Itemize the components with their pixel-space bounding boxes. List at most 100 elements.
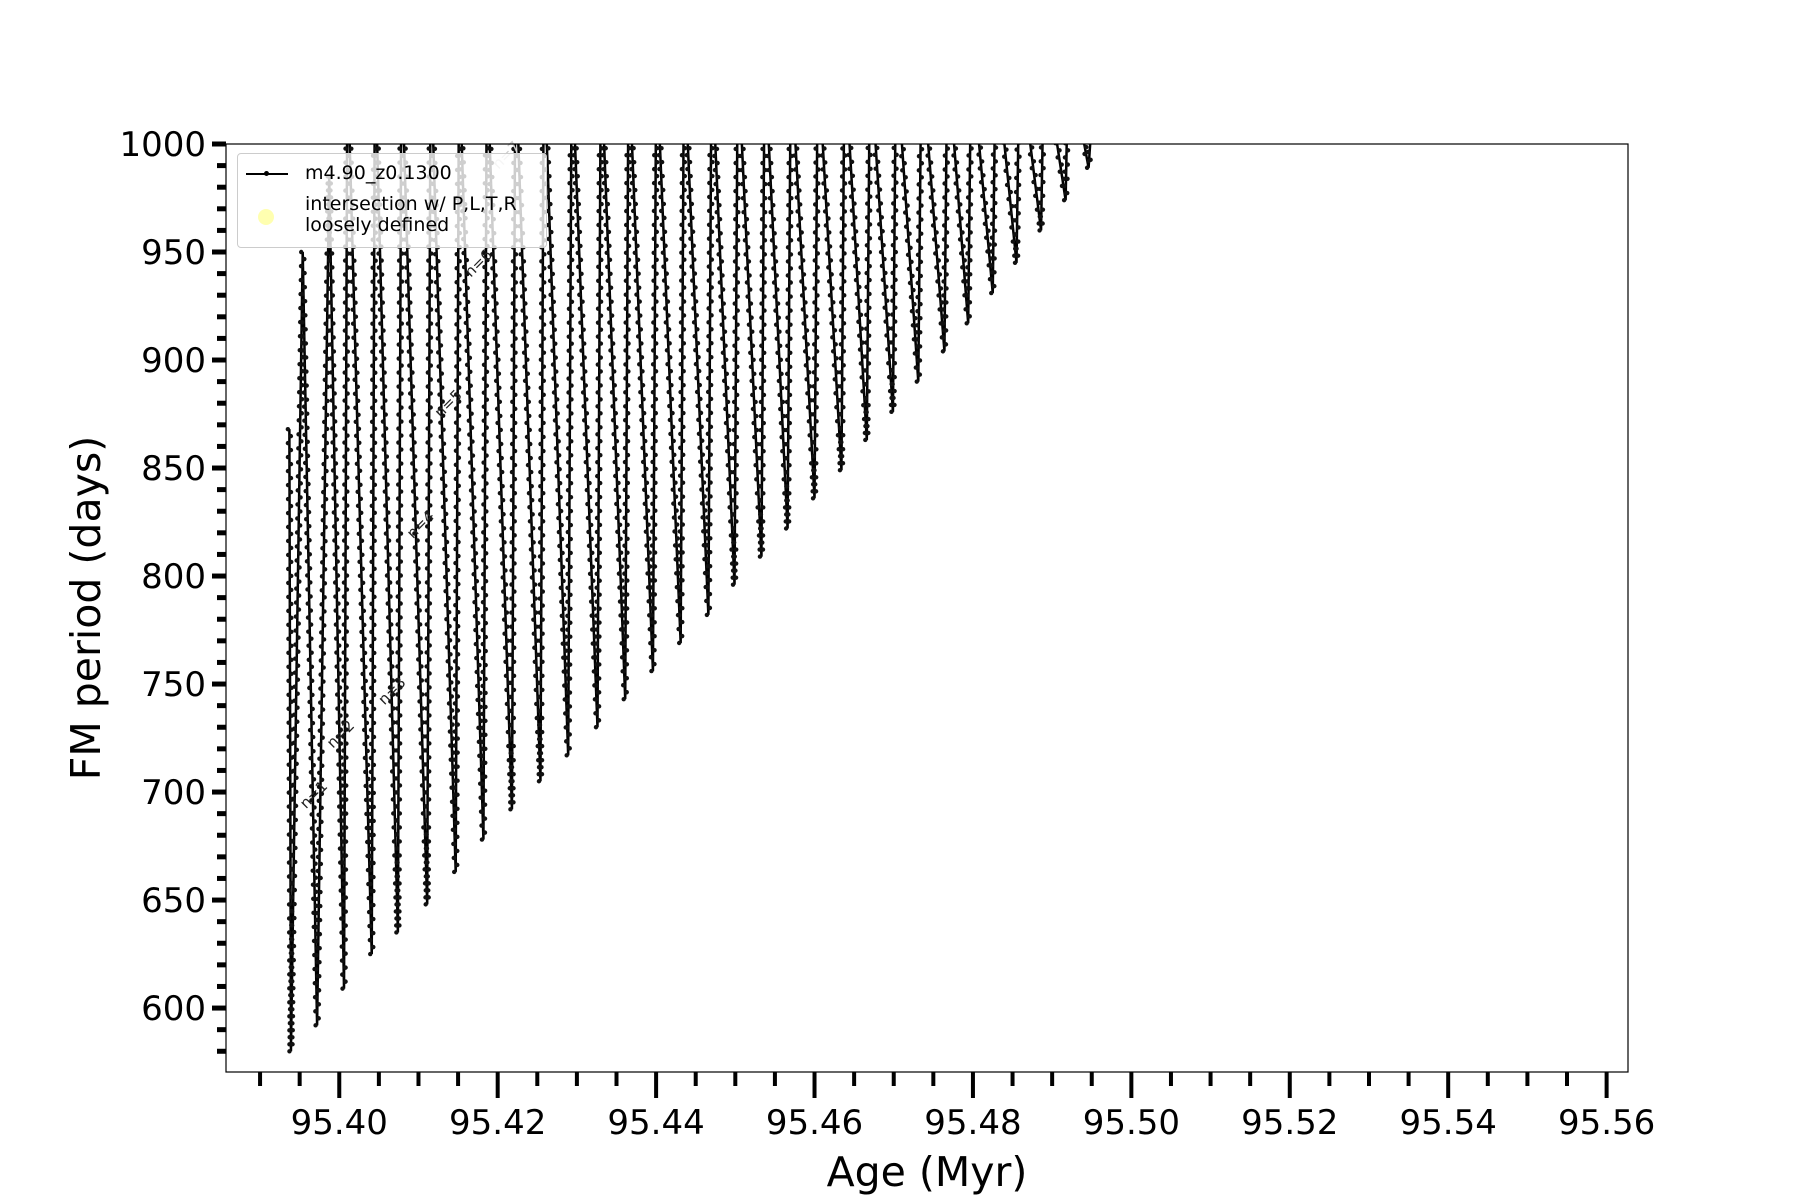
track-point <box>446 581 451 587</box>
track-point <box>571 104 575 108</box>
track-point <box>714 210 719 215</box>
track-point <box>735 364 740 370</box>
track-point <box>430 83 434 87</box>
track-point <box>287 1028 292 1033</box>
track-point <box>300 320 305 325</box>
track-point <box>853 215 858 220</box>
track-point <box>667 417 673 423</box>
track-point <box>308 784 314 789</box>
track-point <box>357 468 363 474</box>
track-point <box>627 173 632 179</box>
track-point <box>661 278 667 283</box>
track-point <box>661 201 667 207</box>
track-point <box>933 216 938 221</box>
track-point <box>566 390 571 395</box>
track-point <box>369 447 375 452</box>
track-point <box>890 242 896 248</box>
track-point <box>613 473 618 479</box>
track-point <box>709 271 715 276</box>
track-point <box>727 441 733 447</box>
track-point <box>456 441 462 446</box>
track-point <box>630 208 636 214</box>
track-point <box>787 463 792 468</box>
track-point <box>639 417 644 423</box>
track-point <box>922 76 926 80</box>
track-point <box>604 250 609 256</box>
track-point <box>486 62 490 66</box>
track-point <box>565 599 570 605</box>
track-point <box>391 720 397 725</box>
track-point <box>568 125 572 129</box>
track-point <box>838 342 844 347</box>
track-point <box>307 727 313 733</box>
track-point <box>373 286 378 291</box>
track-point <box>1062 155 1068 160</box>
track-point <box>671 515 677 520</box>
track-point <box>811 468 816 473</box>
track-point <box>304 545 309 550</box>
track-point <box>600 62 604 66</box>
track-point <box>356 412 361 417</box>
track-point <box>343 965 348 970</box>
track-point <box>697 382 703 388</box>
track-point <box>594 585 599 590</box>
track-point <box>1005 161 1011 166</box>
track-point <box>589 536 594 542</box>
track-point <box>991 97 995 101</box>
track-point <box>286 874 292 879</box>
track-point <box>759 329 764 334</box>
track-point <box>309 798 314 803</box>
track-point <box>812 300 817 305</box>
track-point <box>920 133 924 137</box>
track-point <box>337 671 342 676</box>
track-point <box>768 210 773 215</box>
track-point <box>842 237 847 242</box>
track-point <box>1053 120 1057 124</box>
track-point <box>313 889 319 894</box>
track-point <box>394 832 399 837</box>
track-point <box>787 420 793 426</box>
track-point <box>675 522 680 527</box>
track-point <box>649 571 655 576</box>
track-point <box>942 181 947 186</box>
track-point <box>397 797 403 802</box>
track-point <box>331 524 337 529</box>
track-point <box>1015 119 1019 123</box>
track-point <box>814 419 819 424</box>
track-point <box>547 264 552 270</box>
track-point <box>820 167 825 172</box>
track-point <box>840 447 846 452</box>
track-point <box>509 610 514 615</box>
track-point <box>761 392 767 398</box>
track-point <box>309 678 315 684</box>
track-point <box>649 640 654 646</box>
track-point <box>445 567 451 573</box>
track-point <box>788 308 793 313</box>
track-point <box>640 369 645 374</box>
track-point <box>837 467 843 473</box>
track-point <box>842 251 847 256</box>
track-point <box>712 153 717 159</box>
track-point <box>371 720 377 726</box>
track-point <box>444 617 449 622</box>
track-point <box>633 264 638 269</box>
track-point <box>503 659 508 664</box>
track-point <box>432 251 438 257</box>
track-point <box>327 300 333 305</box>
track-point <box>730 582 736 587</box>
track-point <box>946 104 950 108</box>
track-point <box>992 55 996 59</box>
track-point <box>690 278 695 283</box>
track-point <box>676 564 682 569</box>
track-point <box>680 97 684 101</box>
track-point <box>565 627 570 632</box>
track-point <box>814 447 819 452</box>
track-point <box>352 272 357 277</box>
track-point <box>397 783 403 788</box>
track-point <box>767 119 771 123</box>
track-point <box>371 846 376 852</box>
track-point <box>286 916 292 921</box>
track-point <box>678 389 683 395</box>
track-point <box>732 357 737 362</box>
track-point <box>784 371 790 377</box>
